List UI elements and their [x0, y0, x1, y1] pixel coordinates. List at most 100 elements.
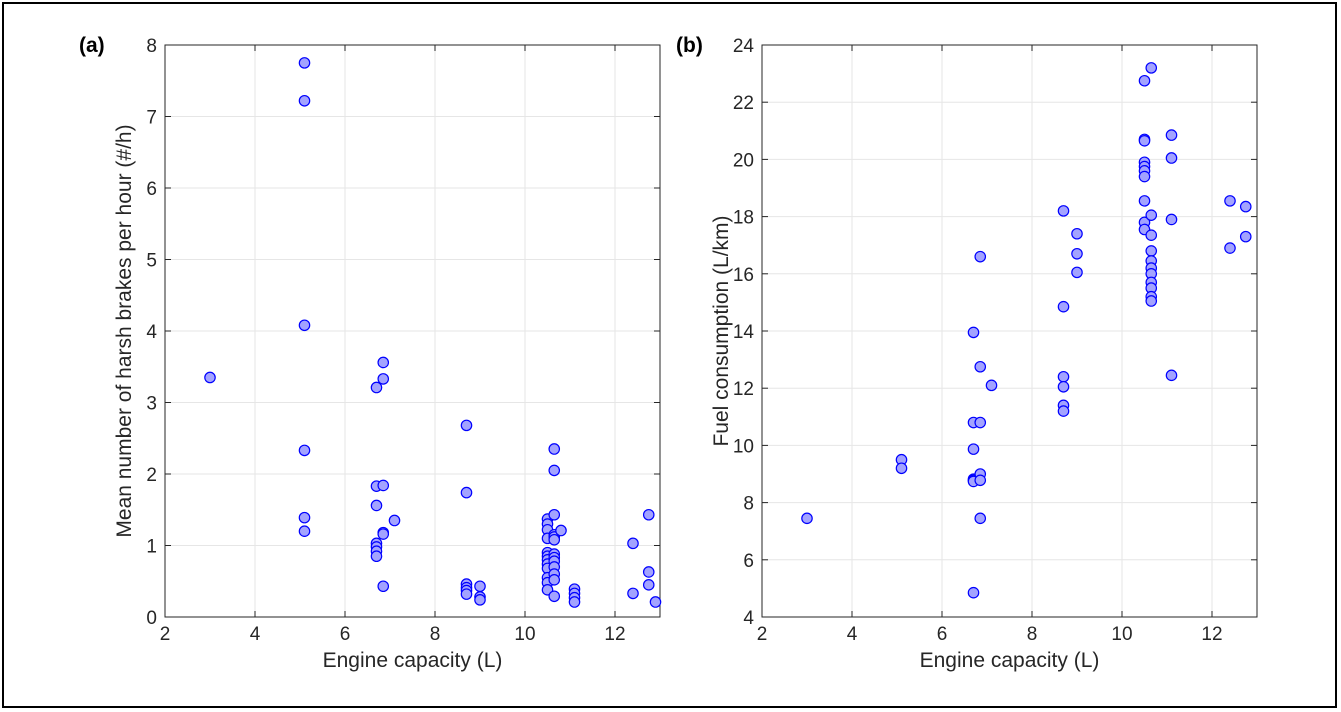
y-tick-label: 8	[743, 494, 754, 515]
y-tick-label: 6	[146, 179, 157, 200]
data-point	[1145, 245, 1158, 257]
y-axis-label-a: Mean number of harsh brakes per hour (#/…	[113, 124, 136, 537]
data-point	[1057, 405, 1070, 417]
data-point	[298, 511, 311, 524]
data-point	[298, 57, 311, 69]
data-point	[1239, 200, 1252, 213]
x-tick-label: 2	[757, 624, 768, 645]
data-point	[548, 574, 561, 586]
y-tick-label: 3	[146, 394, 157, 415]
data-point	[1071, 247, 1083, 260]
data-point	[642, 508, 655, 521]
x-tick-label: 8	[1027, 624, 1038, 645]
y-tick-label: 4	[146, 322, 157, 343]
data-point	[974, 250, 987, 263]
data-point	[298, 444, 311, 457]
y-tick-label: 10	[733, 436, 754, 457]
data-point	[1165, 213, 1178, 226]
data-point	[627, 537, 639, 550]
data-point	[377, 373, 390, 385]
y-axis-label-b: Fuel consumption (L/km)	[710, 215, 733, 446]
y-tick-label: 0	[146, 608, 157, 629]
data-point	[204, 371, 216, 384]
y-tick-label: 14	[733, 322, 755, 343]
data-point	[1138, 170, 1151, 183]
x-axis-label-b: Engine capacity (L)	[920, 649, 1100, 672]
data-point	[1145, 295, 1158, 307]
data-point	[548, 464, 561, 477]
x-tick-label: 4	[250, 624, 261, 645]
data-point	[1145, 62, 1158, 74]
x-tick-label: 10	[1111, 624, 1132, 645]
data-point	[377, 479, 390, 492]
data-point	[801, 512, 813, 525]
data-point	[298, 319, 311, 332]
data-point	[1224, 242, 1236, 254]
data-point	[298, 94, 311, 107]
x-tick-label: 2	[160, 624, 171, 645]
y-tick-label: 5	[146, 251, 157, 272]
data-point	[388, 514, 401, 527]
data-point	[627, 587, 639, 600]
data-point	[298, 525, 311, 537]
data-point	[555, 524, 567, 537]
data-point	[974, 512, 987, 525]
x-axis-label-a: Engine capacity (L)	[323, 649, 503, 672]
data-point	[548, 590, 561, 603]
x-tick-label: 4	[847, 624, 858, 645]
y-tick-label: 4	[743, 608, 754, 629]
data-point	[1224, 195, 1236, 207]
data-point	[474, 580, 486, 593]
data-point	[460, 588, 473, 600]
y-tick-label: 22	[733, 93, 754, 114]
y-tick-label: 20	[733, 150, 754, 171]
x-tick-label: 8	[430, 624, 441, 645]
data-point	[967, 443, 980, 455]
data-point	[460, 486, 473, 499]
x-tick-label: 10	[514, 624, 535, 645]
data-point	[1138, 135, 1151, 147]
data-point	[974, 360, 987, 373]
data-point	[474, 594, 486, 606]
data-point	[967, 326, 980, 339]
data-point	[370, 499, 383, 512]
data-point	[895, 462, 908, 475]
data-point	[642, 566, 655, 578]
x-tick-label: 6	[340, 624, 351, 645]
y-tick-label: 12	[733, 379, 754, 400]
y-tick-label: 7	[146, 108, 157, 129]
y-tick-label: 8	[146, 36, 157, 57]
x-tick-label: 6	[937, 624, 948, 645]
data-point	[985, 379, 998, 392]
y-tick-label: 1	[146, 537, 157, 558]
data-point	[548, 533, 561, 546]
data-point	[974, 474, 987, 487]
data-point	[548, 443, 561, 455]
data-point	[1145, 209, 1158, 221]
data-point	[1071, 266, 1083, 279]
data-point	[377, 580, 390, 593]
panel-label-b: (b)	[676, 34, 703, 57]
data-point	[1057, 370, 1070, 383]
data-point	[1165, 369, 1178, 382]
data-point	[548, 508, 561, 521]
data-point	[1057, 380, 1070, 393]
y-tick-label: 24	[733, 36, 755, 57]
data-point	[460, 419, 473, 432]
data-point	[1138, 74, 1151, 87]
data-point	[974, 416, 987, 429]
data-point	[967, 586, 980, 599]
data-point	[1071, 227, 1083, 240]
panel-label-a: (a)	[79, 34, 105, 57]
data-point	[1145, 229, 1158, 241]
data-point	[1165, 129, 1178, 141]
y-tick-label: 18	[733, 208, 754, 229]
data-point	[568, 596, 581, 608]
data-point	[377, 356, 390, 369]
data-point	[649, 596, 662, 608]
x-tick-label: 12	[604, 624, 625, 645]
data-point	[1138, 195, 1151, 207]
